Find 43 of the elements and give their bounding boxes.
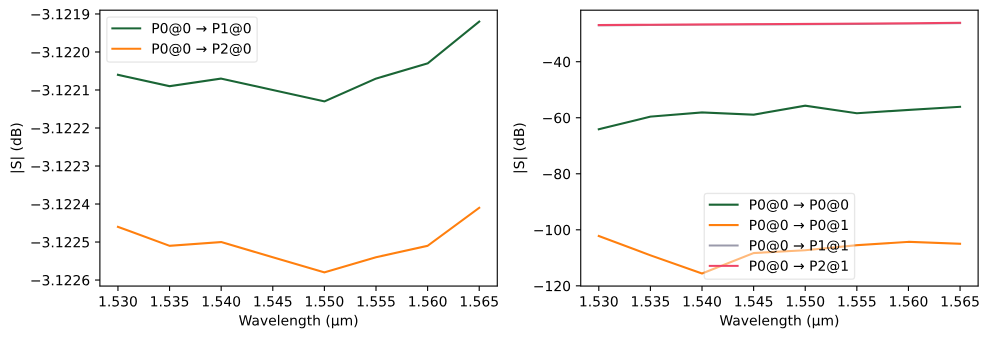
- line-series: [598, 234, 962, 275]
- x-tick-label: 1.550: [306, 296, 344, 307]
- x-tick-label: 1.565: [460, 296, 498, 307]
- y-tick-label: −80: [543, 168, 570, 180]
- y-tick-label: −3.1226: [31, 275, 90, 286]
- y-axis-title: |S| (dB): [513, 123, 528, 172]
- x-tick-label: 1.545: [735, 296, 772, 307]
- x-tick-label: 1.555: [838, 296, 876, 307]
- y-tick-label: −60: [543, 112, 570, 124]
- y-tick-label: −3.1221: [31, 84, 89, 96]
- x-axis-title: Wavelength (µm): [239, 314, 358, 328]
- legend-label: P0@0 → P2@1: [750, 260, 848, 274]
- line-series: [116, 206, 480, 274]
- x-tick-label: 1.535: [632, 296, 670, 307]
- line-series: [116, 20, 480, 102]
- legend-label: P0@0 → P1@0: [152, 22, 251, 36]
- x-tick-label: 1.535: [151, 296, 188, 307]
- y-axis-title: |S| (dB): [10, 123, 24, 172]
- x-tick-label: 1.530: [100, 296, 137, 307]
- y-tick-label: −40: [543, 56, 570, 68]
- legend-label: P0@0 → P1@1: [750, 240, 848, 253]
- line-series: [598, 104, 962, 130]
- legend-label: P0@0 → P0@1: [750, 220, 848, 232]
- legend-label: P0@0 → P2@0: [152, 43, 251, 56]
- y-tick-label: −3.1222: [31, 122, 89, 134]
- legend-label: P0@0 → P0@0: [750, 199, 848, 212]
- y-tick-label: −3.1224: [31, 198, 90, 210]
- x-tick-label: 1.530: [580, 296, 618, 307]
- y-tick-label: −3.1220: [31, 46, 90, 58]
- y-tick-label: −3.1225: [31, 236, 89, 248]
- x-axis-title: Wavelength (µm): [720, 314, 838, 328]
- y-tick-label: −3.1219: [31, 8, 90, 20]
- y-tick-label: −120: [534, 280, 570, 292]
- x-tick-label: 1.540: [684, 296, 721, 307]
- x-tick-label: 1.565: [942, 296, 979, 307]
- x-tick-label: 1.550: [786, 296, 824, 307]
- x-tick-label: 1.555: [358, 296, 395, 307]
- x-tick-label: 1.560: [890, 296, 928, 307]
- x-tick-label: 1.540: [202, 296, 240, 307]
- x-tick-label: 1.545: [254, 296, 292, 307]
- y-tick-label: −100: [534, 224, 570, 236]
- x-tick-label: 1.560: [409, 296, 447, 307]
- y-tick-label: −3.1223: [31, 160, 90, 172]
